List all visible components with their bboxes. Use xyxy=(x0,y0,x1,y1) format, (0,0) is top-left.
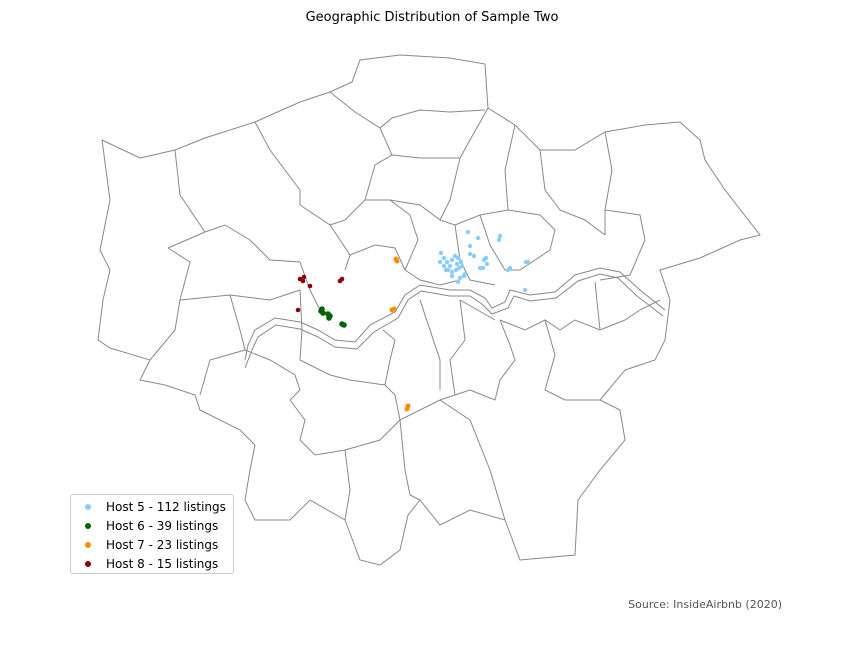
listing-point xyxy=(307,283,313,289)
listing-point xyxy=(326,315,332,321)
listing-point xyxy=(475,235,481,241)
listing-point xyxy=(449,273,455,279)
listing-point xyxy=(467,251,473,257)
legend-marker xyxy=(85,522,91,529)
legend-item-host8: Host 8 - 15 listings xyxy=(79,554,233,573)
listing-point xyxy=(443,267,449,273)
host6-points xyxy=(318,306,347,328)
listing-point xyxy=(441,255,447,261)
listing-point xyxy=(453,267,459,273)
listing-point xyxy=(449,257,455,263)
listing-point xyxy=(471,253,477,259)
legend-label: Host 7 - 23 listings xyxy=(106,537,219,552)
listing-point xyxy=(444,259,450,265)
legend-label: Host 6 - 39 listings xyxy=(106,518,219,533)
host5-points xyxy=(437,229,531,293)
listing-point xyxy=(496,237,502,243)
listing-point xyxy=(505,267,511,273)
listing-point xyxy=(391,306,397,312)
listing-point xyxy=(449,269,455,275)
listing-point xyxy=(477,265,483,271)
listing-point xyxy=(339,276,345,282)
listing-point xyxy=(295,307,301,313)
map-title: Geographic Distribution of Sample Two xyxy=(305,10,559,25)
listing-point xyxy=(447,263,453,269)
listing-point xyxy=(438,250,444,256)
listing-point xyxy=(522,287,528,293)
legend-marker xyxy=(85,560,91,567)
listing-point xyxy=(455,279,461,285)
listing-point xyxy=(441,263,447,269)
listing-point xyxy=(404,406,410,412)
legend-item-host7: Host 7 - 23 listings xyxy=(79,535,233,554)
legend: Host 5 - 112 listings Host 6 - 39 listin… xyxy=(70,494,234,574)
listing-point xyxy=(394,258,400,264)
listing-point xyxy=(497,233,503,239)
greater-london-outline xyxy=(97,54,761,566)
listing-point xyxy=(483,255,489,261)
legend-marker xyxy=(85,503,91,510)
legend-label: Host 5 - 112 listings xyxy=(106,499,226,514)
listing-point xyxy=(341,322,347,328)
host8-points xyxy=(295,274,345,313)
listing-point xyxy=(459,263,465,269)
listing-point xyxy=(437,259,443,265)
river-thames xyxy=(244,267,666,369)
listing-point xyxy=(523,259,529,265)
legend-marker xyxy=(85,541,91,548)
listing-point xyxy=(484,261,490,267)
listing-point xyxy=(467,243,473,249)
listing-point xyxy=(465,229,471,235)
listing-point xyxy=(300,278,306,284)
listing-point xyxy=(457,275,463,281)
borough-boundaries xyxy=(97,54,761,566)
listing-point xyxy=(462,271,468,277)
listing-point xyxy=(458,259,464,265)
listing-point xyxy=(301,274,307,280)
source-note: Source: InsideAirbnb (2020) xyxy=(628,598,782,611)
listing-point xyxy=(454,261,460,267)
legend-item-host5: Host 5 - 112 listings xyxy=(79,497,233,516)
host7-points xyxy=(389,256,411,412)
legend-label: Host 8 - 15 listings xyxy=(106,556,219,571)
listing-point xyxy=(455,255,461,261)
listing-point xyxy=(319,306,325,312)
legend-item-host6: Host 6 - 39 listings xyxy=(79,516,233,535)
